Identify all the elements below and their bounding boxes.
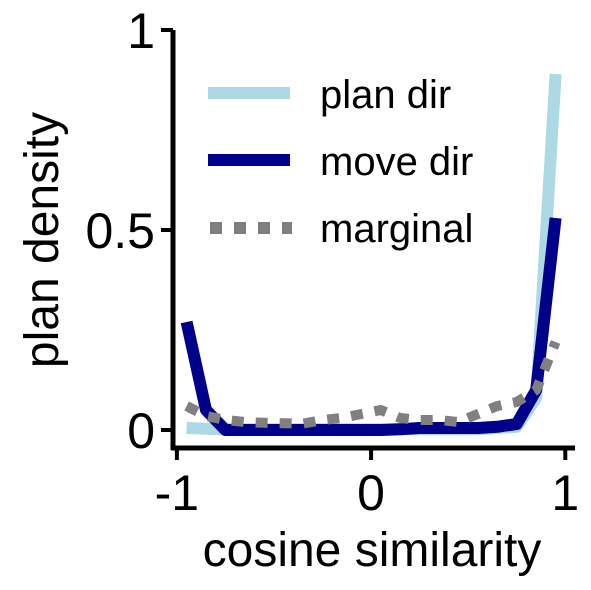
y-tick-label-0: 0 bbox=[127, 403, 155, 459]
legend: plan dir move dir marginal bbox=[208, 73, 473, 251]
x-axis-title: cosine similarity bbox=[203, 524, 542, 577]
x-tick-label-0: -1 bbox=[155, 465, 199, 521]
series-layer bbox=[187, 74, 556, 430]
x-tick-label-1: 0 bbox=[357, 465, 385, 521]
series-line-plan-dir bbox=[187, 74, 556, 429]
y-axis-title: plan density bbox=[16, 112, 69, 368]
y-tick-label-2: 1 bbox=[127, 3, 155, 59]
legend-label-plan-dir: plan dir bbox=[320, 73, 451, 117]
series-line-marginal bbox=[187, 342, 556, 424]
x-tick-label-2: 1 bbox=[551, 465, 579, 521]
y-tick-label-1: 0.5 bbox=[85, 203, 155, 259]
legend-label-move-dir: move dir bbox=[320, 140, 473, 184]
legend-label-marginal: marginal bbox=[320, 207, 473, 251]
